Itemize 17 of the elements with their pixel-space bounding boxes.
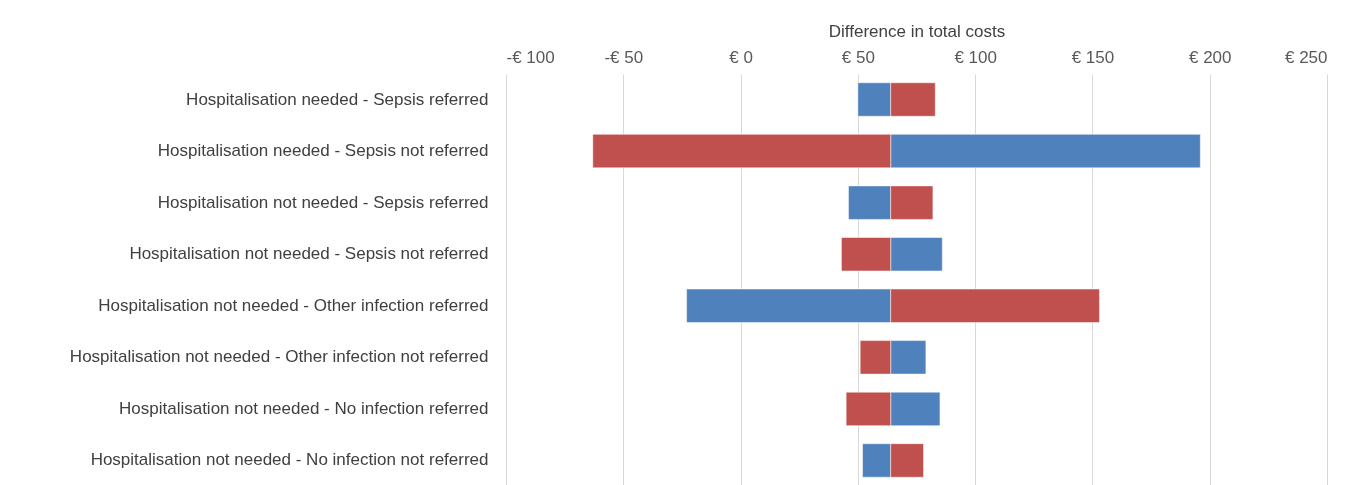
x-tick-label: € 100 [954, 47, 997, 67]
x-tick-label: -€ 100 [506, 47, 555, 67]
x-tick-label: € 150 [1071, 47, 1115, 67]
x-axis-title: Difference in total costs [828, 21, 1006, 41]
x-tick-label: € 50 [841, 47, 875, 67]
y-tick-label: Hospitalisation needed - Sepsis referred [186, 89, 489, 109]
y-tick-label: Hospitalisation not needed - Sepsis not referred [129, 244, 489, 264]
y-tick-label: Hospitalisation not needed - Sepsis referred [157, 192, 489, 212]
y-tick-label: Hospitalisation needed - Sepsis not referred [157, 141, 489, 161]
x-tick-label: € 250 [1284, 47, 1328, 67]
y-tick-label: Hospitalisation not needed - Other infection not referred [69, 347, 489, 367]
y-tick-label: Hospitalisation not needed - No infection not referred [90, 450, 489, 470]
x-tick-label: -€ 50 [604, 47, 644, 67]
y-tick-label: Hospitalisation not needed - Other infection referred [98, 295, 489, 315]
y-tick-label: Hospitalisation not needed - No infection referred [119, 398, 489, 418]
x-tick-label: € 0 [729, 47, 753, 67]
x-tick-label: € 200 [1188, 47, 1232, 67]
